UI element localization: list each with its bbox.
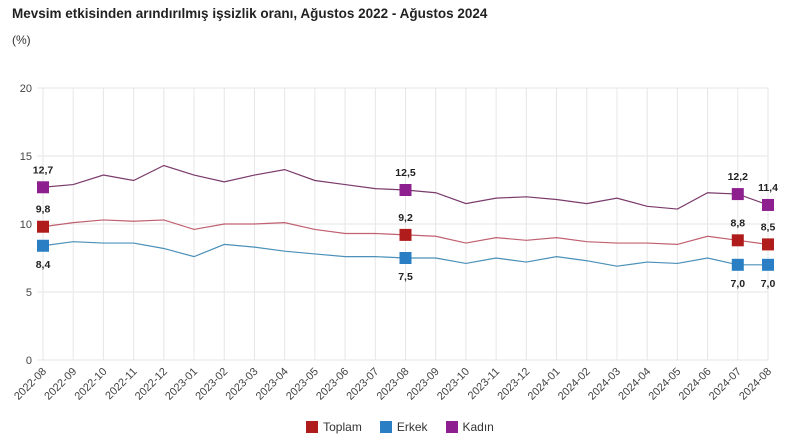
legend-label: Erkek <box>396 420 428 434</box>
y-tick-label: 5 <box>26 287 32 299</box>
data-label: 8,4 <box>36 259 51 271</box>
legend-swatch <box>379 421 392 433</box>
legend-item-kadin[interactable]: Kadın <box>445 420 494 434</box>
x-tick-label: 2024-03 <box>586 366 623 403</box>
legend-item-toplam[interactable]: Toplam <box>306 420 362 434</box>
legend-swatch <box>306 421 319 433</box>
legend-label: Kadın <box>462 420 494 434</box>
y-tick-label: 20 <box>20 83 32 95</box>
x-tick-label: 2023-10 <box>435 366 472 403</box>
x-tick-label: 2023-04 <box>254 366 291 403</box>
x-tick-label: 2024-08 <box>737 366 774 403</box>
x-tick-label: 2024-01 <box>526 366 563 403</box>
x-tick-label: 2022-08 <box>12 366 49 403</box>
data-marker <box>37 220 49 233</box>
data-marker <box>399 252 412 264</box>
x-tick-label: 2022-12 <box>133 366 170 403</box>
x-tick-label: 2024-04 <box>616 366 653 403</box>
chart-title: Mevsim etkisinden arındırılmış işsizlik … <box>12 6 488 21</box>
y-tick-label: 15 <box>20 151 32 163</box>
legend-item-erkek[interactable]: Erkek <box>379 420 428 434</box>
data-marker <box>762 198 774 211</box>
y-tick-label: 10 <box>20 219 32 231</box>
data-marker <box>399 228 412 241</box>
legend-swatch <box>445 421 458 433</box>
x-tick-label: 2022-09 <box>42 366 79 403</box>
data-label: 8,8 <box>730 217 745 229</box>
data-marker <box>399 184 412 196</box>
legend-label: Toplam <box>323 420 362 434</box>
x-tick-label: 2023-09 <box>405 366 442 403</box>
data-label: 9,8 <box>36 204 51 216</box>
x-tick-label: 2024-07 <box>707 366 744 403</box>
legend: Toplam Erkek Kadın <box>0 420 800 434</box>
data-label: 12,7 <box>33 164 54 176</box>
data-marker <box>731 234 744 247</box>
y-tick-label: 0 <box>26 355 32 367</box>
x-tick-label: 2023-07 <box>344 366 381 403</box>
x-tick-label: 2023-05 <box>284 366 321 403</box>
x-tick-label: 2023-12 <box>495 366 532 403</box>
x-tick-label: 2023-03 <box>224 366 261 403</box>
x-tick-label: 2023-06 <box>314 366 351 403</box>
data-label: 8,5 <box>761 221 776 233</box>
data-marker <box>731 258 744 271</box>
data-label: 12,5 <box>395 167 416 179</box>
y-axis-label: (%) <box>12 33 31 47</box>
data-label: 7,0 <box>761 278 776 290</box>
data-marker <box>37 239 49 252</box>
x-tick-label: 2023-02 <box>193 366 230 403</box>
x-tick-label: 2022-10 <box>73 366 110 403</box>
x-tick-label: 2024-05 <box>646 366 683 403</box>
x-tick-label: 2023-01 <box>163 366 200 403</box>
data-label: 9,2 <box>398 212 413 224</box>
data-label: 7,5 <box>398 271 413 283</box>
data-marker <box>731 188 744 201</box>
data-label: 7,0 <box>730 278 745 290</box>
data-label: 12,2 <box>728 171 749 183</box>
data-marker <box>762 258 774 271</box>
data-marker <box>762 238 774 251</box>
data-marker <box>37 181 49 194</box>
x-tick-label: 2023-08 <box>375 366 412 403</box>
x-tick-label: 2024-06 <box>677 366 714 403</box>
data-label: 11,4 <box>758 182 778 194</box>
x-tick-label: 2024-02 <box>556 366 593 403</box>
